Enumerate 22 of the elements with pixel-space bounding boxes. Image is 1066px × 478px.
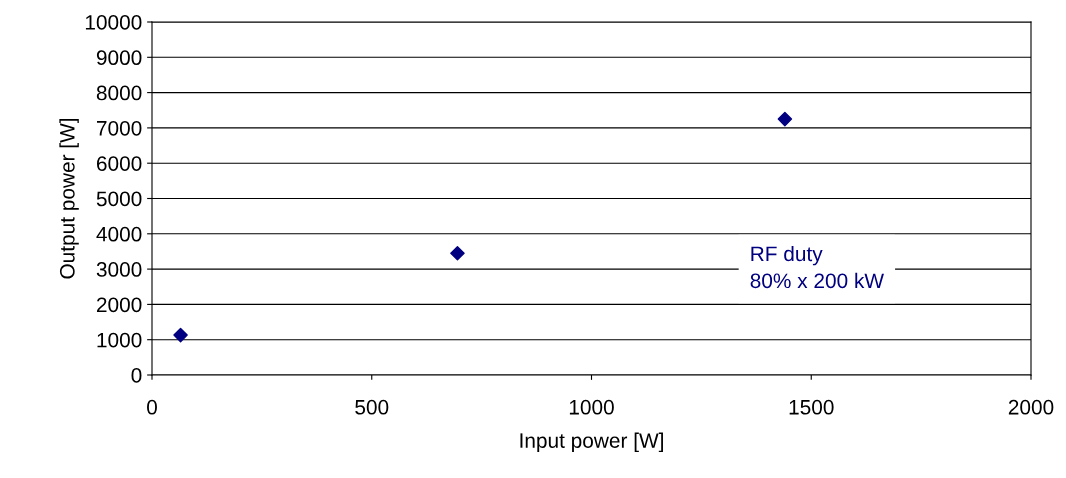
y-tick-label: 10000: [85, 15, 142, 30]
point: [777, 111, 793, 127]
x-tick-label: 2000: [1008, 399, 1054, 415]
y-axis-title: Output power [W]: [59, 118, 79, 279]
x-tick-label: 0: [147, 399, 157, 415]
x-axis-title: Input power [W]: [520, 432, 663, 453]
y-tick-label: 8000: [96, 85, 142, 101]
x-tick-label: 1500: [789, 399, 834, 415]
y-tick-label: 6000: [96, 156, 142, 171]
y-tick-label: 5000: [96, 191, 142, 207]
y-tick-label: 7000: [97, 120, 142, 136]
y-tick-label: 1000: [97, 332, 142, 348]
x-tick-label: 1000: [569, 399, 614, 415]
y-tick-label: 4000: [96, 226, 142, 242]
y-tick-label: 0: [131, 368, 142, 383]
y-tick-label: 2000: [96, 297, 142, 313]
point: [450, 245, 465, 261]
annotation: RF duty 80% x 200 kW: [750, 245, 884, 289]
x-tick-label: 500: [355, 399, 389, 415]
y-tick-label: 9000: [96, 50, 142, 66]
y-tick-label: 3000: [96, 262, 142, 277]
point: [173, 327, 188, 343]
